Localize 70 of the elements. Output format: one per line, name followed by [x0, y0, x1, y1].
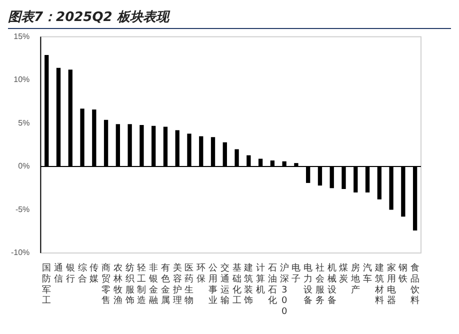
bar [163, 126, 168, 167]
bar [175, 130, 180, 167]
bar [365, 166, 370, 192]
bar [56, 68, 61, 167]
x-tick-label: 有色金属 [160, 262, 170, 306]
bar [258, 158, 263, 167]
x-tick-label: 商贸零售 [102, 262, 111, 306]
x-tick-label: 建筑装饰 [243, 262, 254, 306]
x-tick-label: 交通运输 [220, 262, 230, 306]
x-tick-label: 农林牧渔 [112, 262, 122, 306]
x-tick-label: 环保 [196, 264, 206, 285]
bar [294, 163, 298, 167]
bar [234, 149, 239, 167]
x-tick-label: 公用事业 [208, 262, 218, 306]
x-tick-label: 电子 [292, 262, 301, 285]
bar [199, 136, 204, 167]
bar [246, 155, 251, 167]
x-tick-label: 电力设备 [304, 262, 313, 306]
x-tick-label: 综合 [78, 262, 87, 285]
x-tick-label: 石油石化 [268, 264, 277, 306]
chart-title: 图表7：2025Q2 板块表现 [8, 8, 451, 29]
x-tick-label: 医药生物 [184, 262, 194, 306]
bar [401, 166, 406, 217]
bar [354, 166, 358, 192]
bar [342, 166, 346, 190]
x-tick-label: 沪深300 [280, 262, 289, 317]
x-tick-label: 美容护理 [172, 262, 182, 306]
x-tick-label: 基础化工 [231, 262, 242, 306]
bar [389, 166, 394, 210]
x-tick-label: 国防军工 [42, 264, 52, 306]
bar [412, 166, 418, 231]
x-tick-label: 建筑材料 [374, 262, 384, 306]
x-tick-label: 煤炭 [339, 262, 348, 285]
bar [104, 120, 108, 167]
x-tick-label: 钢铁 [398, 262, 408, 285]
bar [187, 134, 192, 167]
y-tick-label: -5% [15, 204, 30, 214]
x-tick-label: 非银金融 [148, 262, 158, 306]
x-tick-label: 机械设备 [327, 262, 336, 306]
y-tick-label: -10% [10, 248, 30, 258]
bar [116, 124, 120, 167]
x-tick-label: 食品饮料 [410, 262, 420, 306]
bar [222, 142, 227, 167]
bar [152, 126, 156, 167]
bar [68, 70, 72, 167]
x-tick-label: 汽车 [363, 262, 372, 285]
bar [306, 166, 310, 183]
bar [80, 108, 84, 167]
bar [330, 166, 334, 188]
bar [282, 161, 286, 167]
x-tick-label: 社会服务 [315, 262, 324, 306]
bar [210, 137, 216, 167]
x-tick-label: 房地产 [350, 262, 360, 296]
y-tick-label: 15% [14, 32, 30, 42]
x-tick-label: 家用电器 [386, 262, 396, 306]
y-tick-label: 0% [18, 162, 30, 171]
bar [92, 109, 96, 167]
bar [318, 166, 322, 186]
bar [128, 124, 132, 167]
x-tick-label: 传媒 [90, 262, 99, 285]
y-tick-label: 5% [18, 118, 30, 128]
y-tick-label: 10% [14, 75, 30, 84]
x-tick-label: 轻工制造 [137, 262, 146, 306]
x-tick-label: 计算机 [256, 262, 266, 296]
x-tick-label: 银行 [64, 262, 75, 285]
bar [140, 125, 144, 167]
bar [377, 166, 382, 200]
x-tick-label: 通信 [54, 262, 64, 285]
bar [44, 54, 49, 167]
x-tick-label: 纺织服饰 [124, 262, 134, 306]
